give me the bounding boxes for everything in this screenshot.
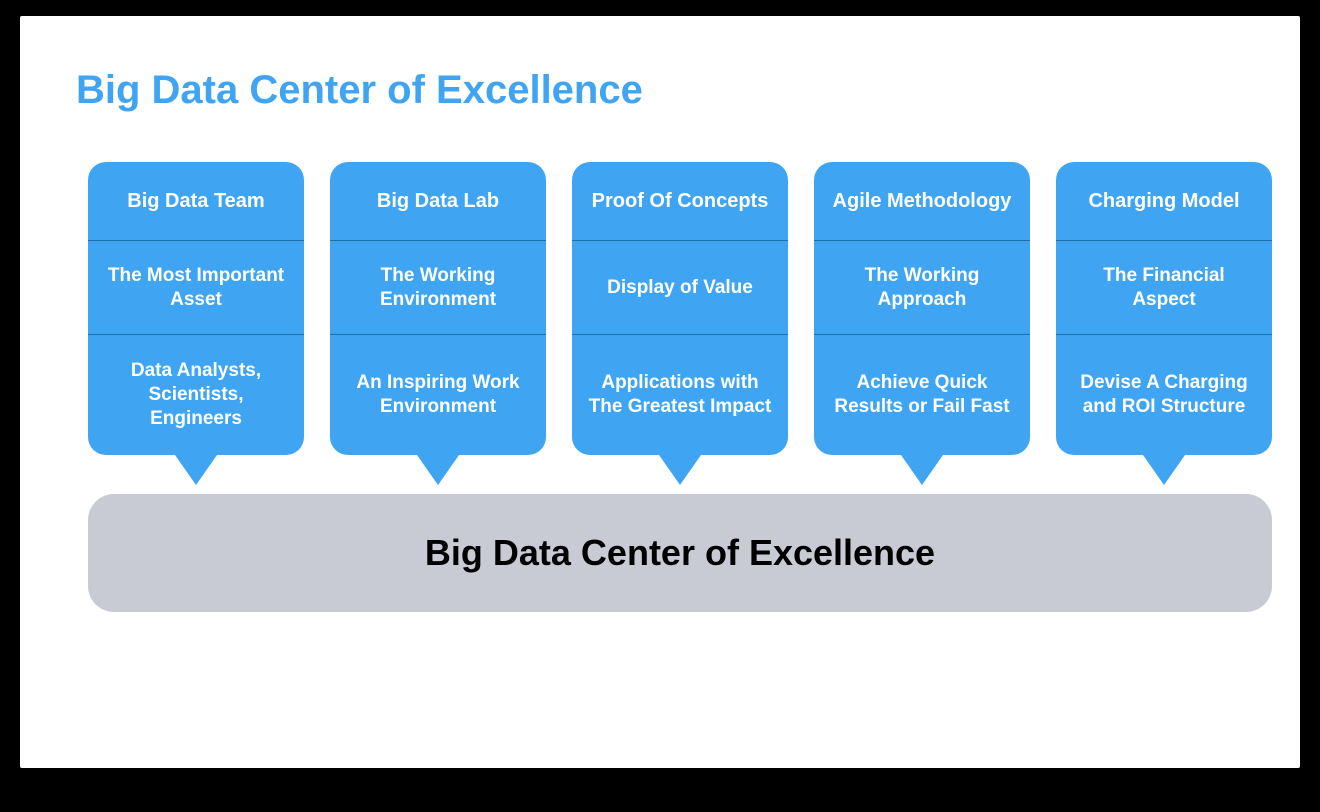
pillar-detail: Data Analysts, Scientists, Engineers xyxy=(88,335,304,455)
pillar-header: Big Data Lab xyxy=(330,162,546,240)
pillar-arrow-icon xyxy=(1143,455,1185,485)
pillar-2: Proof Of ConceptsDisplay of ValueApplica… xyxy=(572,162,788,455)
pillar-detail: Applications with The Greatest Impact xyxy=(572,335,788,455)
pillar-detail: Achieve Quick Results or Fail Fast xyxy=(814,335,1030,455)
pillar-subtitle: Display of Value xyxy=(572,241,788,334)
pillar-header: Big Data Team xyxy=(88,162,304,240)
pillars-row: Big Data TeamThe Most Important AssetDat… xyxy=(88,162,1272,486)
pillar-subtitle: The Financial Aspect xyxy=(1056,241,1272,334)
pillar-detail: Devise A Charging and ROI Structure xyxy=(1056,335,1272,455)
pillar-subtitle: The Most Important Asset xyxy=(88,241,304,334)
pillar-subtitle: The Working Approach xyxy=(814,241,1030,334)
pillar-header: Proof Of Concepts xyxy=(572,162,788,240)
pillar-3: Agile MethodologyThe Working ApproachAch… xyxy=(814,162,1030,455)
page-title: Big Data Center of Excellence xyxy=(76,68,643,113)
pillar-header: Charging Model xyxy=(1056,162,1272,240)
footer-bar: Big Data Center of Excellence xyxy=(88,494,1272,612)
pillar-header: Agile Methodology xyxy=(814,162,1030,240)
pillar-arrow-icon xyxy=(659,455,701,485)
pillar-arrow-icon xyxy=(901,455,943,485)
pillar-0: Big Data TeamThe Most Important AssetDat… xyxy=(88,162,304,455)
footer-bar-label: Big Data Center of Excellence xyxy=(425,532,935,574)
pillar-arrow-icon xyxy=(175,455,217,485)
pillar-1: Big Data LabThe Working EnvironmentAn In… xyxy=(330,162,546,455)
pillar-subtitle: The Working Environment xyxy=(330,241,546,334)
pillar-4: Charging ModelThe Financial AspectDevise… xyxy=(1056,162,1272,455)
slide: Big Data Center of Excellence Big Data T… xyxy=(20,16,1300,768)
pillar-arrow-icon xyxy=(417,455,459,485)
pillar-detail: An Inspiring Work Environment xyxy=(330,335,546,455)
